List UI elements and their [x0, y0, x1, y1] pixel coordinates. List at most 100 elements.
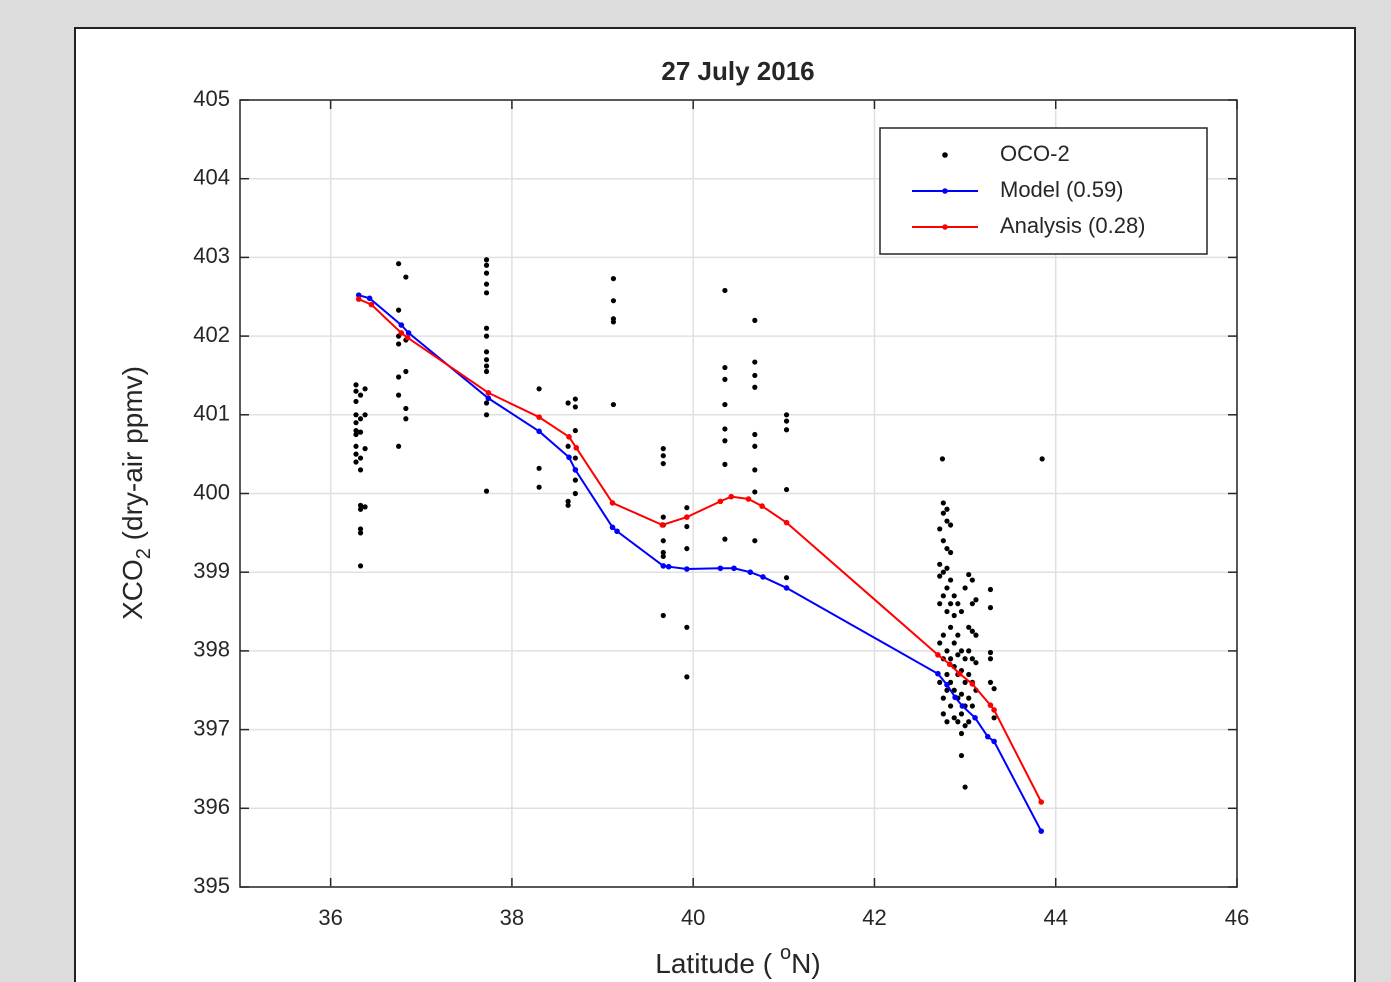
data-point [966, 648, 972, 654]
data-point [353, 427, 359, 434]
data-point [991, 686, 997, 692]
y-tick-label: 404 [193, 165, 230, 190]
data-point [396, 374, 402, 380]
line-marker [566, 434, 572, 440]
data-point [973, 632, 979, 638]
line-marker [609, 524, 616, 531]
data-point [955, 652, 961, 658]
line-marker [959, 703, 966, 709]
y-tick-label: 401 [193, 401, 230, 426]
data-point [958, 730, 965, 737]
data-point [565, 443, 571, 449]
data-point [722, 287, 728, 294]
data-point [483, 400, 490, 406]
data-point [722, 364, 728, 371]
line-marker [566, 454, 572, 461]
data-point [947, 549, 954, 556]
data-point [684, 505, 690, 511]
data-point [940, 711, 946, 717]
data-point [684, 545, 690, 552]
line-marker [572, 467, 579, 473]
line-marker [935, 670, 941, 677]
data-point [944, 565, 950, 571]
data-point [536, 386, 542, 392]
data-point [722, 461, 728, 467]
data-point [944, 608, 950, 615]
data-point [357, 455, 364, 461]
x-axis-label: Latitude (oN) [655, 942, 820, 979]
line-marker [935, 652, 941, 658]
data-point [752, 431, 758, 438]
data-point [403, 274, 409, 280]
line-marker [536, 414, 542, 420]
data-point [660, 612, 666, 619]
line-marker [991, 738, 997, 745]
data-point [987, 656, 994, 662]
data-point [722, 438, 728, 444]
data-point [955, 601, 961, 607]
data-point [565, 502, 571, 508]
data-point [966, 624, 972, 630]
line-marker [665, 563, 672, 570]
data-point [572, 396, 578, 402]
legend-label: Analysis (0.28) [1000, 213, 1146, 238]
y-tick-label: 402 [193, 322, 230, 347]
line-marker [684, 566, 690, 572]
data-point [962, 723, 968, 729]
x-tick-label: 38 [500, 905, 524, 930]
data-point [357, 429, 364, 435]
data-point [353, 388, 359, 394]
data-point [951, 593, 957, 599]
data-point [937, 601, 943, 607]
data-point [958, 648, 965, 654]
data-point [353, 451, 359, 457]
x-tick-label: 46 [1225, 905, 1249, 930]
data-point [937, 679, 943, 685]
data-point [660, 553, 666, 560]
data-point [973, 660, 979, 666]
y-tick-label: 398 [193, 637, 230, 662]
y-tick-label: 403 [193, 243, 230, 268]
data-point [572, 490, 578, 497]
data-point [940, 510, 946, 516]
data-point [947, 624, 954, 630]
data-point [483, 262, 490, 268]
data-point [483, 363, 490, 369]
line-marker [355, 292, 362, 298]
axes-box [239, 99, 1238, 888]
data-point [565, 498, 571, 504]
line-marker [609, 500, 616, 506]
y-label-sub: 2 [133, 548, 155, 559]
legend-marker [942, 152, 948, 158]
data-point [966, 571, 972, 578]
y-tick-label: 396 [193, 794, 230, 819]
data-point [955, 719, 961, 725]
x-tick-label: 44 [1043, 905, 1067, 930]
chart-title: 27 July 2016 [661, 56, 814, 86]
line-marker [485, 389, 492, 396]
data-point [396, 392, 402, 398]
data-point [783, 486, 790, 493]
data-point [396, 307, 402, 313]
data-point [940, 695, 946, 701]
line-marker [404, 334, 411, 341]
data-point [783, 418, 790, 424]
legend-marker [942, 188, 948, 194]
x-label-text: Latitude ( [655, 948, 772, 979]
legend-label: OCO-2 [1000, 141, 1070, 166]
line-marker [398, 330, 405, 336]
data-point [947, 601, 954, 607]
data-point [483, 281, 490, 287]
line-marker [659, 522, 666, 528]
data-point [483, 290, 490, 296]
line-marker [660, 563, 667, 569]
line-marker [731, 565, 737, 572]
line-marker [717, 498, 724, 505]
data-point [1039, 456, 1045, 462]
data-point [944, 719, 950, 725]
data-point [752, 538, 758, 544]
data-point [722, 376, 728, 382]
y-axis-label: XCO2 (dry-air ppmv) [117, 366, 155, 620]
